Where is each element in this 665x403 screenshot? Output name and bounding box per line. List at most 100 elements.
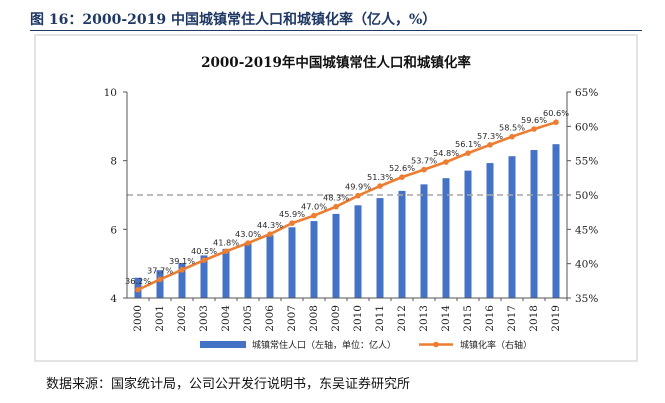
rate-label-2002: 39.1% xyxy=(169,256,195,266)
left-tick-label-4: 4 xyxy=(110,293,117,305)
rate-label-2016: 57.3% xyxy=(477,131,503,141)
bar-2003 xyxy=(200,255,208,298)
rate-point-2007 xyxy=(289,220,295,226)
rate-label-2017: 58.5% xyxy=(499,123,525,133)
right-tick-label-60%: 60% xyxy=(575,121,598,133)
right-tick-label-45%: 45% xyxy=(575,224,598,236)
legend-line-label: 城镇化率（右轴） xyxy=(460,339,532,351)
rate-label-2007: 45.9% xyxy=(279,209,305,219)
x-tick-label-2004: 2004 xyxy=(220,305,232,332)
rate-label-2003: 40.5% xyxy=(191,246,217,256)
bar-2008 xyxy=(310,221,318,298)
urbanization-rate-line xyxy=(137,120,557,291)
rate-point-2003 xyxy=(201,257,207,264)
rate-point-2001 xyxy=(157,276,163,283)
x-tick-label-2019: 2019 xyxy=(550,305,562,332)
rate-point-2000 xyxy=(135,286,141,293)
left-tick-label-8: 8 xyxy=(110,156,117,168)
bar-2013 xyxy=(420,184,428,298)
x-tick-label-2013: 2013 xyxy=(418,305,430,332)
x-tick-label-2010: 2010 xyxy=(352,305,364,332)
rate-point-2017 xyxy=(509,133,515,140)
source-note: 数据来源：国家统计局，公司公开发行说明书，东吴证券研究所 xyxy=(46,377,411,392)
rate-label-2014: 54.8% xyxy=(433,148,459,158)
rate-label-2005: 43.0% xyxy=(235,229,261,239)
x-tick-label-2005: 2005 xyxy=(242,305,254,332)
line-layer: 36.2%37.7%39.1%40.5%41.8%43.0%44.3%45.9%… xyxy=(125,108,569,293)
rate-label-2000: 36.2% xyxy=(125,276,151,286)
right-tick-label-35%: 35% xyxy=(575,293,598,305)
x-tick-label-2001: 2001 xyxy=(154,305,166,332)
bar-2016 xyxy=(486,163,494,298)
bar-2017 xyxy=(508,156,516,298)
x-tick-label-2015: 2015 xyxy=(462,305,474,332)
rate-label-2004: 41.8% xyxy=(213,237,239,247)
rate-point-2015 xyxy=(465,150,471,156)
right-tick-label-50%: 50% xyxy=(575,190,598,202)
figure-caption: 图 16：2000-2019 中国城镇常住人口和城镇化率（亿人，%） xyxy=(30,12,437,28)
bar-2004 xyxy=(222,248,230,298)
rate-point-2006 xyxy=(267,231,273,237)
rate-label-2006: 44.3% xyxy=(257,220,283,230)
x-tick-label-2007: 2007 xyxy=(286,305,298,332)
bar-2009 xyxy=(332,213,340,298)
rate-label-2011: 51.3% xyxy=(367,172,393,182)
right-tick-label-55%: 55% xyxy=(575,156,598,168)
rate-point-2009 xyxy=(333,203,339,210)
rate-label-2018: 59.6% xyxy=(521,115,547,125)
bars-layer xyxy=(134,144,560,298)
x-tick-label-2017: 2017 xyxy=(506,305,518,332)
rate-label-2008: 47.0% xyxy=(301,202,327,212)
x-tick-label-2000: 2000 xyxy=(132,305,144,332)
bar-2007 xyxy=(288,227,296,298)
rate-point-2004 xyxy=(223,248,229,255)
bar-2002 xyxy=(178,262,186,298)
rate-point-2010 xyxy=(355,192,361,199)
bar-2018 xyxy=(530,150,538,298)
rate-point-2012 xyxy=(399,174,405,180)
rate-label-2012: 52.6% xyxy=(389,163,415,173)
rate-point-2013 xyxy=(421,166,427,173)
rate-label-2013: 53.7% xyxy=(411,156,437,166)
bar-2005 xyxy=(244,242,252,298)
bar-2012 xyxy=(398,190,406,298)
legend-line-marker xyxy=(433,341,439,348)
x-tick-label-2011: 2011 xyxy=(374,305,386,332)
axes-layer: 4 6 8 10 35% 40% 45% 50% 55% 60% 65% 2000 2001 2002 20… xyxy=(104,87,599,332)
caption-rule xyxy=(30,30,642,31)
rate-point-2011 xyxy=(377,183,383,189)
x-tick-label-2018: 2018 xyxy=(528,305,540,332)
x-tick-label-2012: 2012 xyxy=(396,305,408,332)
bar-2006 xyxy=(266,235,274,298)
chart-svg: 2000-2019年中国城镇常住人口和城镇化率 36.2%37.7%39.1%4… xyxy=(34,34,638,362)
x-tick-label-2006: 2006 xyxy=(264,305,276,332)
x-tick-label-2002: 2002 xyxy=(176,305,188,332)
legend-bar-swatch xyxy=(200,341,246,348)
bar-2015 xyxy=(464,170,472,298)
bar-2011 xyxy=(376,198,384,298)
right-tick-label-40%: 40% xyxy=(575,259,598,271)
rate-point-2018 xyxy=(531,126,537,132)
legend-bar-label: 城镇常住人口（左轴，单位：亿人） xyxy=(252,339,396,351)
rate-label-2009: 48.3% xyxy=(323,193,349,203)
bar-2019 xyxy=(552,144,560,298)
left-tick-label-6: 6 xyxy=(110,224,117,236)
rate-point-2016 xyxy=(487,142,493,148)
rate-point-2005 xyxy=(245,240,251,246)
bar-2014 xyxy=(442,178,450,298)
x-tick-label-2003: 2003 xyxy=(198,305,210,332)
rate-point-2014 xyxy=(443,159,449,165)
chart-container: 2000-2019年中国城镇常住人口和城镇化率 36.2% 37.7% 39.1% 4… xyxy=(30,31,642,367)
rate-label-2010: 49.9% xyxy=(345,182,371,192)
bar-2010 xyxy=(354,205,362,298)
rate-point-2019 xyxy=(553,119,559,126)
rate-point-2008 xyxy=(311,212,317,219)
x-tick-label-2008: 2008 xyxy=(308,305,320,332)
rate-label-2015: 56.1% xyxy=(455,139,481,149)
chart-title: 2000-2019年中国城镇常住人口和城镇化率 xyxy=(201,54,471,71)
x-tick-label-2009: 2009 xyxy=(330,305,342,332)
x-tick-label-2016: 2016 xyxy=(484,305,496,332)
x-tick-label-2014: 2014 xyxy=(440,305,452,332)
rate-point-2002 xyxy=(179,267,185,273)
legend: 城镇常住人口（左轴，单位：亿人） 城镇化率（右轴） xyxy=(200,339,532,351)
